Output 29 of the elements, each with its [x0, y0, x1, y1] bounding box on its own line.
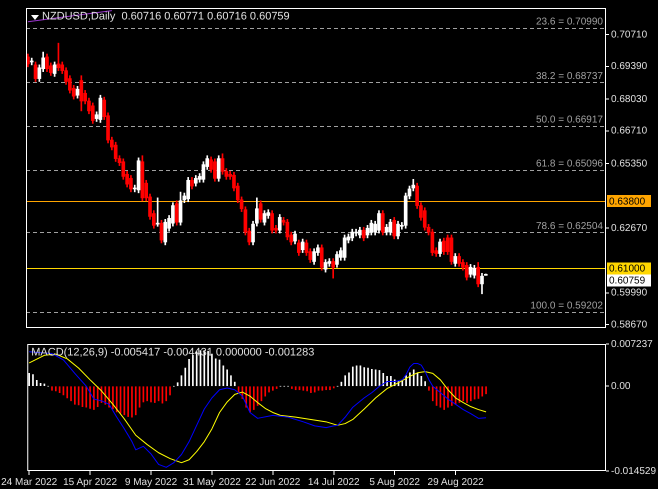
y-tick-label: 0.62670	[611, 222, 648, 234]
ref-line-label: 0.63800	[609, 196, 646, 208]
ref-line-label: 0.61000	[609, 264, 646, 275]
ref-line-label: 100.0 = 0.59202	[530, 300, 604, 312]
ref-line-label: 50.0 = 0.66917	[536, 114, 604, 126]
y-tick-label: 0.007237	[611, 338, 654, 350]
y-tick-label: 0.59990	[611, 288, 648, 299]
x-tick-label: 5 Aug 2022	[369, 476, 420, 488]
y-tick-label: 0.69390	[611, 61, 648, 72]
ref-line-label: 61.8 = 0.65096	[536, 158, 604, 170]
text: 0.60759	[609, 276, 646, 287]
ref-line-label: 38.2 = 0.68737	[536, 70, 604, 82]
y-tick-label: 0.68030	[611, 94, 648, 105]
y-tick-label: 0.58670	[611, 319, 648, 330]
x-tick-label: 31 May 2022	[183, 476, 242, 488]
y-tick-label: 0.00	[611, 380, 631, 392]
x-tick-label: 22 Jun 2022	[245, 476, 301, 488]
candlestick	[56, 42, 60, 71]
y-tick-label: 0.65350	[611, 158, 648, 170]
x-tick-label: 14 Jul 2022	[308, 476, 360, 488]
x-tick-label: 29 Aug 2022	[428, 476, 484, 488]
y-tick-label: 0.66710	[611, 126, 648, 137]
ref-line-label: 23.6 = 0.70990	[536, 16, 604, 28]
x-tick-label: 9 May 2022	[124, 476, 178, 488]
y-tick-label: -0.014529	[611, 466, 656, 477]
ref-line-label: 78.6 = 0.62504	[536, 220, 604, 232]
y-tick-label: 0.70710	[611, 29, 648, 40]
x-tick-label: 24 Mar 2022	[1, 476, 58, 488]
x-tick-label: 15 Apr 2022	[63, 476, 118, 488]
